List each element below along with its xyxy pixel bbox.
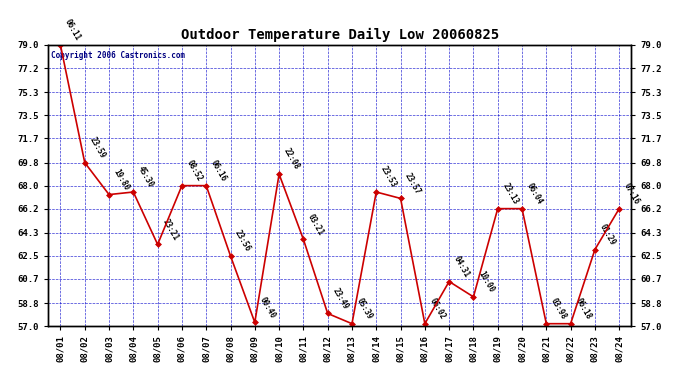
Text: 00:40: 00:40 — [257, 295, 277, 320]
Text: 23:49: 23:49 — [331, 286, 350, 311]
Text: 05:39: 05:39 — [355, 296, 374, 321]
Text: 03:21: 03:21 — [306, 212, 326, 237]
Text: 19:80: 19:80 — [112, 167, 131, 192]
Text: 23:56: 23:56 — [233, 229, 253, 253]
Text: 08:52: 08:52 — [185, 158, 204, 183]
Text: 23:21: 23:21 — [160, 217, 180, 242]
Text: 01:29: 01:29 — [598, 222, 617, 247]
Text: 23:57: 23:57 — [404, 171, 423, 196]
Text: 45:30: 45:30 — [136, 165, 155, 189]
Text: 06:11: 06:11 — [63, 18, 83, 42]
Text: Copyright 2006 Castronics.com: Copyright 2006 Castronics.com — [51, 51, 186, 60]
Title: Outdoor Temperature Daily Low 20060825: Outdoor Temperature Daily Low 20060825 — [181, 28, 499, 42]
Text: 06:16: 06:16 — [209, 158, 228, 183]
Text: 06:18: 06:18 — [573, 296, 593, 321]
Text: 23:13: 23:13 — [500, 182, 520, 206]
Text: 07:16: 07:16 — [622, 182, 641, 206]
Text: 22:08: 22:08 — [282, 147, 302, 171]
Text: 10:00: 10:00 — [476, 270, 495, 294]
Text: 04:31: 04:31 — [452, 254, 471, 279]
Text: 06:02: 06:02 — [428, 296, 447, 321]
Text: 23:53: 23:53 — [379, 165, 398, 189]
Text: 03:98: 03:98 — [549, 296, 569, 321]
Text: 23:59: 23:59 — [88, 135, 107, 160]
Text: 06:04: 06:04 — [525, 182, 544, 206]
